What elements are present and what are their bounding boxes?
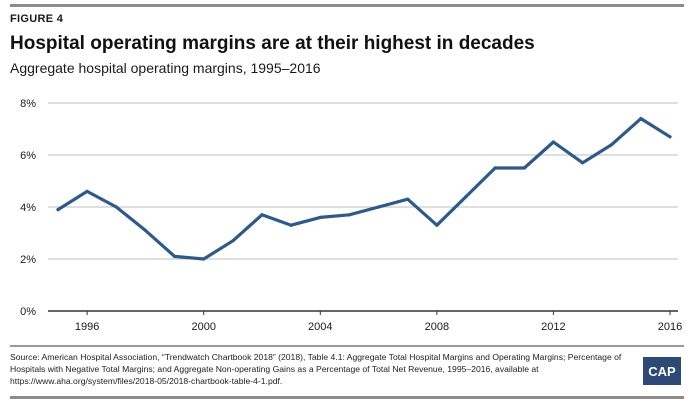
data-point [114, 205, 118, 209]
x-tick-label: 2012 [541, 321, 565, 333]
y-tick-label: 0% [20, 306, 36, 318]
data-point [289, 223, 293, 227]
data-point [639, 117, 643, 121]
x-tick-label: 2016 [658, 321, 682, 333]
data-point [318, 215, 322, 219]
x-tick-label: 2000 [191, 321, 215, 333]
x-axis-ticks: 1996 2000 2004 2008 2012 2016 [75, 311, 682, 333]
series-line [56, 116, 672, 261]
top-rule [10, 4, 684, 7]
data-point [202, 257, 206, 261]
data-point [376, 205, 381, 209]
data-point [522, 166, 526, 170]
cap-logo: CAP [643, 357, 681, 385]
bottom-rule [10, 396, 684, 399]
chart-title: Hospital operating margins are at their … [10, 33, 535, 54]
data-point [143, 228, 148, 232]
y-axis-ticks: 0% 2% 4% 6% 8% [20, 98, 36, 318]
x-tick-label: 2004 [308, 321, 332, 333]
source-note: Source: American Hospital Association, “… [10, 352, 622, 386]
y-tick-label: 8% [20, 98, 36, 110]
data-point [85, 189, 89, 193]
data-point [668, 135, 672, 139]
chart-subtitle: Aggregate hospital operating margins, 19… [10, 60, 321, 76]
y-tick-label: 6% [20, 150, 36, 162]
x-tick-label: 1996 [75, 321, 99, 333]
y-tick-label: 4% [20, 202, 36, 214]
data-point [231, 239, 235, 243]
data-point [347, 213, 352, 217]
data-point [493, 166, 497, 170]
source-divider [10, 345, 684, 347]
data-point [610, 143, 614, 147]
y-tick-label: 2% [20, 254, 36, 266]
data-point [551, 140, 556, 144]
data-point [56, 208, 60, 212]
data-point [260, 213, 264, 217]
series-layer [56, 116, 672, 261]
data-point [435, 223, 439, 227]
data-point [464, 195, 468, 199]
data-point [172, 254, 177, 258]
gridlines [48, 102, 678, 312]
figure-label: FIGURE 4 [10, 13, 64, 25]
data-point [580, 161, 585, 165]
data-point [406, 197, 410, 201]
x-tick-label: 2008 [425, 321, 449, 333]
